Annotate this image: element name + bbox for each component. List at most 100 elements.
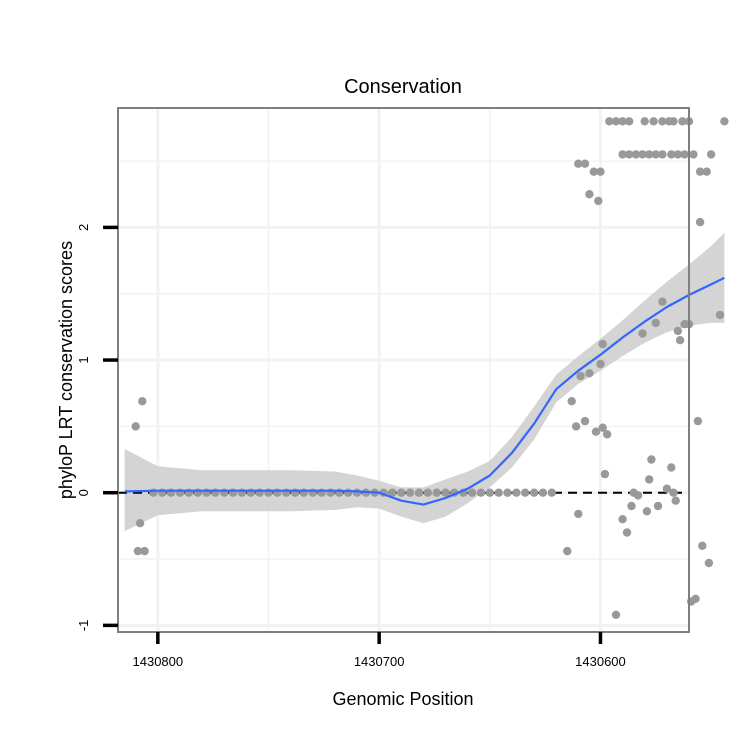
data-point-45 bbox=[503, 488, 512, 497]
data-point-106 bbox=[658, 117, 667, 126]
data-point-51 bbox=[563, 546, 572, 556]
panel-border bbox=[117, 107, 690, 633]
data-point-86 bbox=[691, 594, 700, 603]
data-point-91 bbox=[706, 150, 716, 159]
data-point-87 bbox=[693, 416, 703, 426]
smooth-line-layer bbox=[124, 276, 725, 506]
chart-title: Conservation bbox=[344, 76, 462, 98]
data-point-32 bbox=[388, 488, 397, 497]
plot-panel bbox=[118, 108, 689, 632]
data-point-101 bbox=[611, 117, 621, 126]
data-point-74 bbox=[651, 318, 660, 328]
y-tick-label-1: 0 bbox=[76, 489, 91, 496]
data-point-100 bbox=[605, 117, 614, 126]
data-point-88 bbox=[695, 217, 705, 227]
data-point-44 bbox=[494, 488, 503, 497]
data-point-105 bbox=[649, 117, 658, 126]
y-tick-label-2: 1 bbox=[76, 356, 91, 363]
data-point-102 bbox=[618, 117, 627, 126]
data-point-42 bbox=[476, 488, 486, 497]
data-point-55 bbox=[576, 371, 585, 381]
data-point-58 bbox=[591, 427, 601, 436]
data-point-54 bbox=[574, 509, 583, 519]
y-axis-label: phyloP LRT conservation scores bbox=[56, 241, 76, 499]
data-point-89 bbox=[698, 541, 707, 550]
data-point-112 bbox=[625, 150, 634, 159]
data-point-56 bbox=[580, 416, 590, 426]
data-point-37 bbox=[432, 488, 441, 497]
data-point-82 bbox=[675, 336, 685, 345]
data-point-120 bbox=[680, 150, 689, 159]
data-point-64 bbox=[611, 610, 621, 619]
data-point-28 bbox=[352, 488, 362, 497]
data-point-50 bbox=[547, 488, 556, 497]
data-point-115 bbox=[645, 150, 654, 159]
data-point-98 bbox=[594, 196, 603, 206]
data-point-104 bbox=[640, 117, 649, 126]
data-point-63 bbox=[602, 430, 612, 439]
data-point-75 bbox=[653, 501, 663, 511]
data-point-79 bbox=[669, 488, 678, 497]
data-point-46 bbox=[512, 488, 521, 497]
data-point-71 bbox=[642, 507, 652, 516]
data-point-43 bbox=[485, 488, 494, 497]
data-point-122 bbox=[695, 167, 705, 176]
data-point-114 bbox=[638, 150, 647, 159]
x-tick-label-0: 1430800 bbox=[133, 654, 184, 669]
data-point-67 bbox=[627, 501, 636, 511]
data-point-121 bbox=[689, 150, 698, 159]
data-point-27 bbox=[344, 488, 353, 497]
data-point-113 bbox=[631, 150, 641, 159]
data-point-65 bbox=[618, 515, 627, 524]
panel-border-layer bbox=[117, 107, 690, 633]
x-tick-label-2: 1430600 bbox=[575, 654, 626, 669]
data-point-59 bbox=[596, 359, 605, 369]
data-point-73 bbox=[647, 455, 656, 464]
data-point-81 bbox=[673, 326, 683, 336]
data-point-103 bbox=[625, 117, 634, 126]
data-point-93 bbox=[720, 117, 729, 126]
data-point-48 bbox=[529, 488, 539, 497]
data-point-69 bbox=[633, 491, 643, 500]
data-point-77 bbox=[662, 484, 672, 493]
smooth-line bbox=[124, 276, 725, 506]
y-tick-label-3: 2 bbox=[76, 224, 91, 231]
data-point-123 bbox=[702, 167, 711, 176]
x-tick-label-1: 1430700 bbox=[354, 654, 405, 669]
data-point-62 bbox=[600, 469, 610, 479]
data-point-78 bbox=[667, 463, 676, 472]
data-point-108 bbox=[669, 117, 678, 126]
data-point-49 bbox=[538, 488, 548, 497]
data-point-3 bbox=[133, 546, 143, 556]
data-point-1 bbox=[138, 397, 147, 406]
data-point-0 bbox=[131, 422, 140, 431]
data-point-94 bbox=[574, 159, 583, 168]
data-point-41 bbox=[467, 488, 477, 497]
data-point-119 bbox=[673, 150, 683, 159]
data-point-70 bbox=[638, 329, 647, 338]
data-point-4 bbox=[140, 546, 149, 556]
confidence-band bbox=[124, 232, 725, 532]
data-point-95 bbox=[580, 159, 590, 168]
confidence-band-layer bbox=[124, 232, 725, 532]
data-point-36 bbox=[423, 488, 432, 497]
plot-background bbox=[118, 108, 689, 632]
data-point-96 bbox=[585, 190, 594, 199]
x-axis-label: Genomic Position bbox=[332, 689, 473, 709]
axis-ticks-layer: 1430800 1430700 1430600 -1 0 1 2 bbox=[76, 224, 626, 669]
data-point-76 bbox=[658, 297, 667, 306]
data-point-90 bbox=[704, 558, 714, 568]
data-point-60 bbox=[598, 339, 607, 349]
data-point-116 bbox=[651, 150, 660, 159]
data-point-35 bbox=[414, 488, 424, 497]
data-point-117 bbox=[658, 150, 667, 159]
data-point-66 bbox=[622, 528, 632, 537]
data-point-111 bbox=[618, 150, 627, 159]
data-point-72 bbox=[645, 475, 654, 484]
data-point-52 bbox=[567, 397, 576, 406]
data-point-80 bbox=[671, 496, 680, 505]
data-point-2 bbox=[135, 519, 145, 528]
data-point-33 bbox=[397, 488, 406, 497]
data-point-57 bbox=[585, 369, 594, 378]
